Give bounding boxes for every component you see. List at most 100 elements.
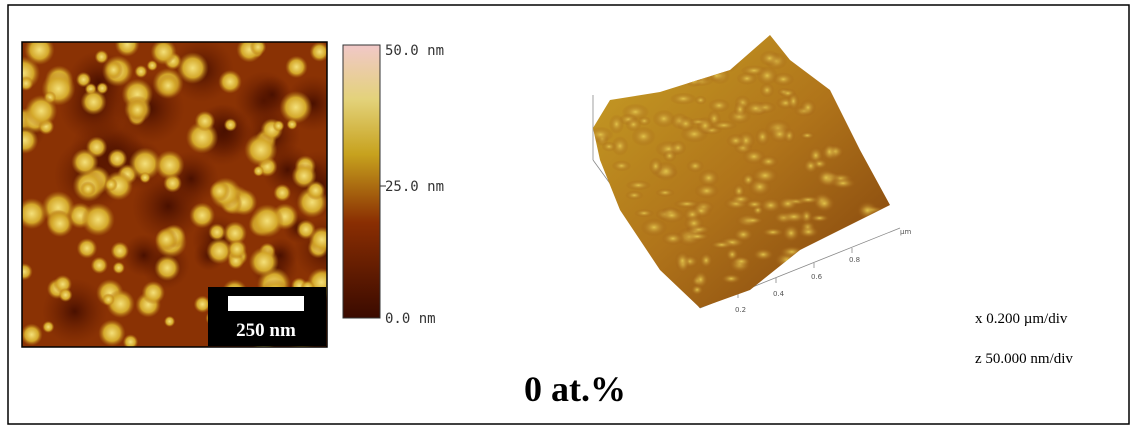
texture [218,70,242,94]
texture [59,288,73,302]
texture [758,155,778,168]
colorbar-label: 0.0 nm [385,311,436,327]
texture [741,216,764,224]
texture [227,239,247,259]
texture [244,133,277,166]
texture [662,232,685,245]
texture [787,92,799,110]
texture [154,255,180,281]
texture [147,60,158,71]
texture [250,204,283,237]
texture [609,114,624,134]
texture [752,248,774,261]
texture [113,262,125,274]
texture [663,150,677,162]
texture [809,214,829,222]
texture [273,184,291,202]
texture [306,181,325,200]
texture [796,195,821,204]
texture [285,56,308,79]
texture [799,131,815,139]
texture [675,251,690,271]
texture [732,256,752,266]
texture [164,316,175,327]
texture [91,257,108,274]
texture [761,227,785,237]
texture [733,227,754,242]
scale-bar-label: 250 nm [236,320,296,341]
texture [625,117,641,131]
texture [697,117,714,135]
texture [142,281,165,304]
texture [253,166,264,177]
caption: 0 at.% [524,369,626,409]
surface-unit: µm [900,228,911,236]
texture [655,188,675,197]
texture [96,82,108,94]
texture [823,143,836,161]
texture [273,120,285,132]
texture [81,203,114,236]
texture [694,183,719,198]
texture [626,180,651,190]
texture [729,194,752,205]
texture [759,50,780,66]
texture [249,247,279,277]
texture [209,181,230,202]
texture [693,270,709,288]
texture [111,242,130,261]
texture [695,96,707,105]
texture [139,172,150,183]
texture [684,215,704,231]
texture [107,149,127,169]
texture [20,324,42,346]
texture [104,61,123,80]
texture [42,321,54,333]
texture [95,50,109,64]
texture [189,202,215,228]
texture [77,238,98,259]
x-scale: x 0.200 µm/div [975,311,1068,327]
texture [756,66,778,85]
texture [104,178,117,191]
texture [279,91,312,124]
texture [177,52,209,84]
texture [800,99,817,116]
texture [798,225,820,238]
texture [755,128,770,146]
texture [744,101,767,116]
texture [195,111,216,132]
surface-tick: 0.6 [811,273,823,281]
texture [781,210,808,223]
texture [721,273,742,283]
texture [602,142,617,152]
texture [699,252,713,268]
surface-tick: 0.8 [849,256,860,264]
texture [751,167,778,185]
texture [686,159,704,172]
texture [649,157,663,175]
texture [208,223,226,241]
texture [102,293,115,306]
texture [98,319,125,346]
texture [769,125,790,142]
colorbar-label: 50.0 nm [385,43,444,59]
texture [80,181,96,197]
texture [803,158,819,174]
texture [670,93,697,105]
texture [710,120,737,130]
figure: 250 nm 50.0 nm 25.0 nm 0.0 nm 0.2 0.4 0.… [0,0,1137,428]
texture [830,177,857,189]
texture [612,160,632,171]
texture [677,116,695,132]
texture [777,196,798,211]
texture [157,74,180,97]
texture [155,228,178,251]
z-scale: z 50.000 nm/div [975,351,1073,367]
surface-tick: 0.2 [735,306,746,314]
texture [634,209,654,217]
texture [658,208,684,223]
colorbar [343,45,380,318]
texture [127,100,147,120]
texture [134,65,147,78]
